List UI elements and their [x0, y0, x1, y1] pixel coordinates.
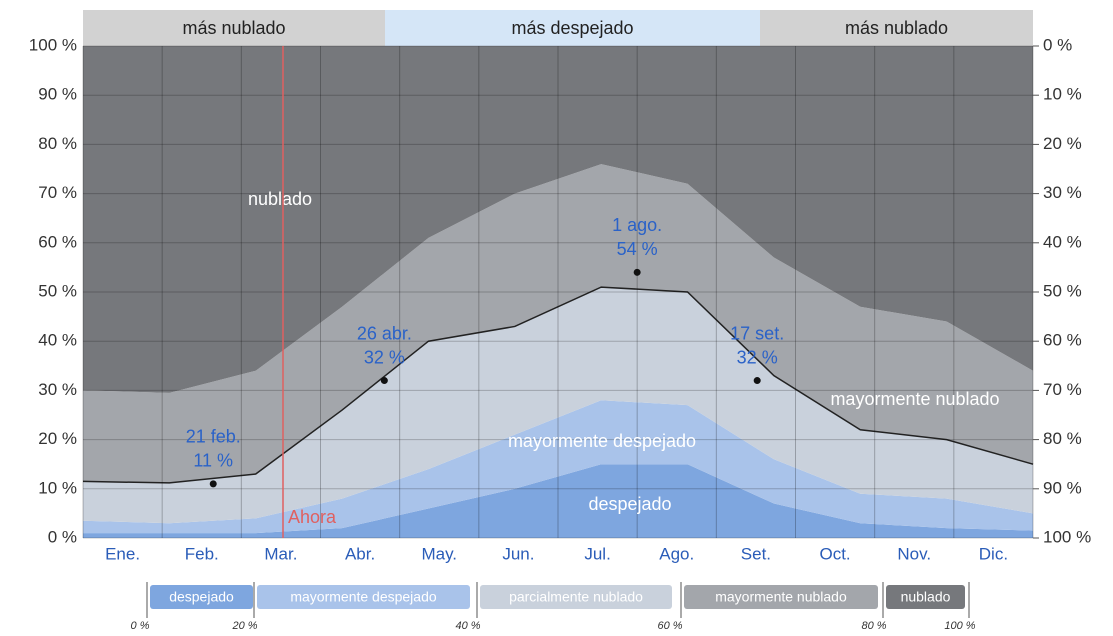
annotation-dot: [753, 377, 761, 385]
legend-label: despejado: [169, 589, 234, 605]
annotation-date: 17 set.: [730, 323, 784, 343]
legend-scale-label: 80 %: [861, 620, 886, 632]
now-label: Ahora: [288, 507, 337, 527]
x-tick-label: Ago.: [659, 544, 694, 563]
y-tick-label: 50 %: [38, 281, 77, 300]
annotation-date: 1 ago.: [612, 215, 662, 235]
area: [83, 46, 1033, 393]
y2-tick-label: 0 %: [1043, 35, 1072, 54]
area: [83, 287, 1033, 524]
top-band-label: más nublado: [845, 18, 948, 38]
boundary-line: [82, 286, 1034, 484]
legend-label: mayormente despejado: [290, 589, 437, 605]
y2-tick-label: 60 %: [1043, 331, 1082, 350]
y-tick-label: 20 %: [38, 429, 77, 448]
legend-scale-label: 0 %: [131, 620, 150, 632]
annotation-value: 32 %: [737, 347, 778, 367]
y2-tick-label: 40 %: [1043, 232, 1082, 251]
x-tick-label: Jun.: [502, 544, 534, 563]
annotation-date: 21 feb.: [186, 427, 241, 447]
area-label: nublado: [248, 189, 312, 209]
top-band: [83, 10, 385, 46]
annotation-dot: [633, 268, 641, 276]
x-tick-label: Dic.: [979, 544, 1008, 563]
area-label: mayormente despejado: [508, 431, 696, 451]
y-tick-label: 60 %: [38, 232, 77, 251]
x-tick-label: Ene.: [105, 544, 140, 563]
x-tick-label: Oct.: [819, 544, 850, 563]
x-tick-label: Set.: [741, 544, 771, 563]
annotation-dot: [380, 377, 388, 385]
y-tick-label: 10 %: [38, 478, 77, 497]
annotation-date: 26 abr.: [357, 323, 412, 343]
legend-label: nublado: [901, 589, 951, 605]
annotation-value: 32 %: [364, 347, 405, 367]
annotation-value: 54 %: [617, 239, 658, 259]
legend-swatch: [480, 585, 672, 609]
y2-tick-label: 50 %: [1043, 281, 1082, 300]
y2-tick-label: 100 %: [1043, 527, 1091, 546]
area: [83, 464, 1033, 538]
x-tick-label: Feb.: [185, 544, 219, 563]
top-band: [760, 10, 1033, 46]
top-band-label: más despejado: [511, 18, 633, 38]
x-tick-label: Abr.: [345, 544, 375, 563]
x-tick-label: Jul.: [584, 544, 610, 563]
y-tick-label: 80 %: [38, 134, 77, 153]
legend-scale-label: 100 %: [944, 620, 975, 632]
y-tick-label: 90 %: [38, 85, 77, 104]
y-tick-label: 0 %: [48, 527, 77, 546]
x-tick-label: Nov.: [897, 544, 931, 563]
y-tick-label: 30 %: [38, 380, 77, 399]
y2-tick-label: 30 %: [1043, 183, 1082, 202]
legend-scale-label: 60 %: [657, 620, 682, 632]
legend-swatch: [150, 585, 253, 609]
legend-swatch: [684, 585, 878, 609]
y-tick-label: 70 %: [38, 183, 77, 202]
area: [83, 400, 1033, 534]
area: [83, 164, 1033, 483]
x-tick-label: May.: [421, 544, 457, 563]
legend-swatch: [257, 585, 470, 609]
annotation-dot: [209, 480, 217, 488]
top-band-label: más nublado: [182, 18, 285, 38]
legend-label: parcialmente nublado: [509, 589, 643, 605]
x-tick-label: Mar.: [264, 544, 297, 563]
area-label: despejado: [588, 494, 671, 514]
y2-tick-label: 70 %: [1043, 380, 1082, 399]
y2-tick-label: 10 %: [1043, 85, 1082, 104]
area-label: mayormente nublado: [830, 389, 999, 409]
top-band: [385, 10, 760, 46]
y2-tick-label: 80 %: [1043, 429, 1082, 448]
legend-label: mayormente nublado: [715, 589, 847, 605]
y-tick-label: 100 %: [29, 35, 77, 54]
legend-swatch: [886, 585, 965, 609]
annotation-value: 11 %: [193, 451, 233, 471]
legend-scale-label: 40 %: [455, 620, 480, 632]
legend-scale-label: 20 %: [231, 620, 257, 632]
y-tick-label: 40 %: [38, 331, 77, 350]
y2-tick-label: 20 %: [1043, 134, 1082, 153]
y2-tick-label: 90 %: [1043, 478, 1082, 497]
